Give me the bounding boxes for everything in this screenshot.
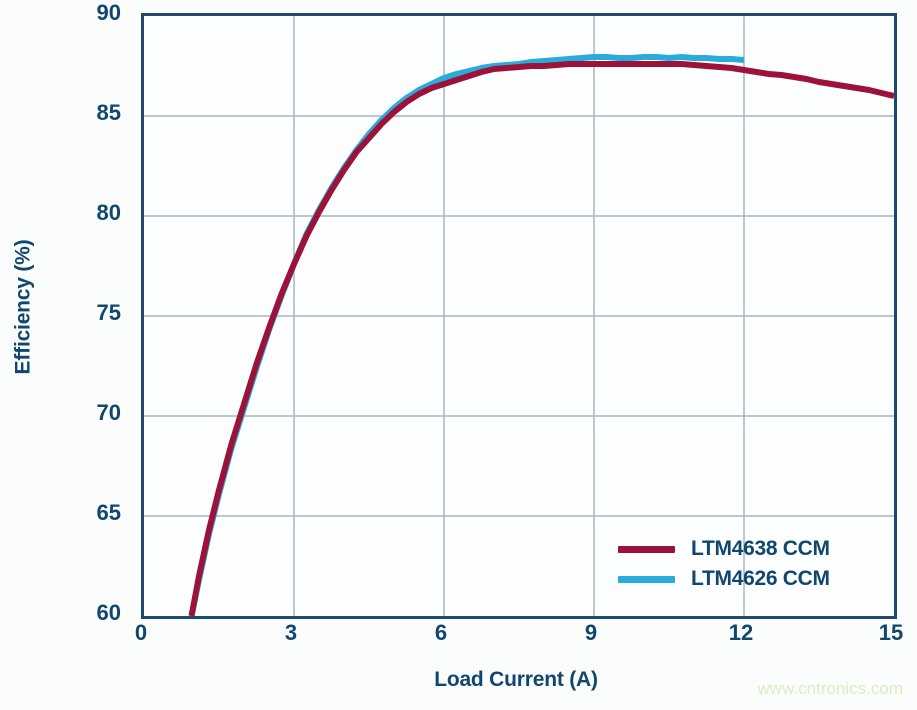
data-series-group — [188, 54, 894, 616]
x-tick-label: 3 — [284, 620, 298, 645]
legend-label: LTM4626 CCM — [691, 567, 830, 590]
x-tick-label: 6 — [434, 620, 448, 645]
watermark: www.cntronics.com — [757, 679, 903, 698]
x-tick-label: 12 — [728, 620, 754, 645]
y-tick-label: 85 — [96, 100, 121, 125]
y-axis-title-text: Efficiency (%) — [11, 239, 34, 374]
series-line — [188, 54, 745, 616]
gridlines — [144, 16, 894, 616]
legend-item: LTM4638 CCM — [618, 534, 878, 564]
y-tick-label: 90 — [96, 0, 121, 25]
legend-color-swatch — [618, 575, 675, 583]
series-line — [188, 61, 894, 616]
y-tick-label: 80 — [96, 200, 121, 225]
x-axis-title: Load Current (A) — [434, 668, 598, 691]
plot-area — [141, 13, 897, 619]
legend-color-swatch — [618, 545, 675, 553]
y-axis-tick-labels: 60 65 70 75 80 85 90 — [46, 0, 131, 710]
y-tick-label: 60 — [96, 600, 121, 625]
legend: LTM4638 CCM LTM4626 CCM — [618, 534, 878, 594]
y-tick-label: 70 — [96, 400, 121, 425]
legend-item: LTM4626 CCM — [618, 564, 878, 594]
y-axis-title: Efficiency (%) — [0, 0, 46, 613]
x-tick-label: 15 — [878, 620, 904, 645]
legend-label: LTM4638 CCM — [691, 537, 830, 560]
plot-svg — [144, 16, 894, 616]
x-tick-label: 0 — [134, 620, 148, 645]
y-tick-label: 65 — [96, 500, 121, 525]
y-tick-label: 75 — [96, 300, 121, 325]
x-tick-label: 9 — [584, 620, 598, 645]
